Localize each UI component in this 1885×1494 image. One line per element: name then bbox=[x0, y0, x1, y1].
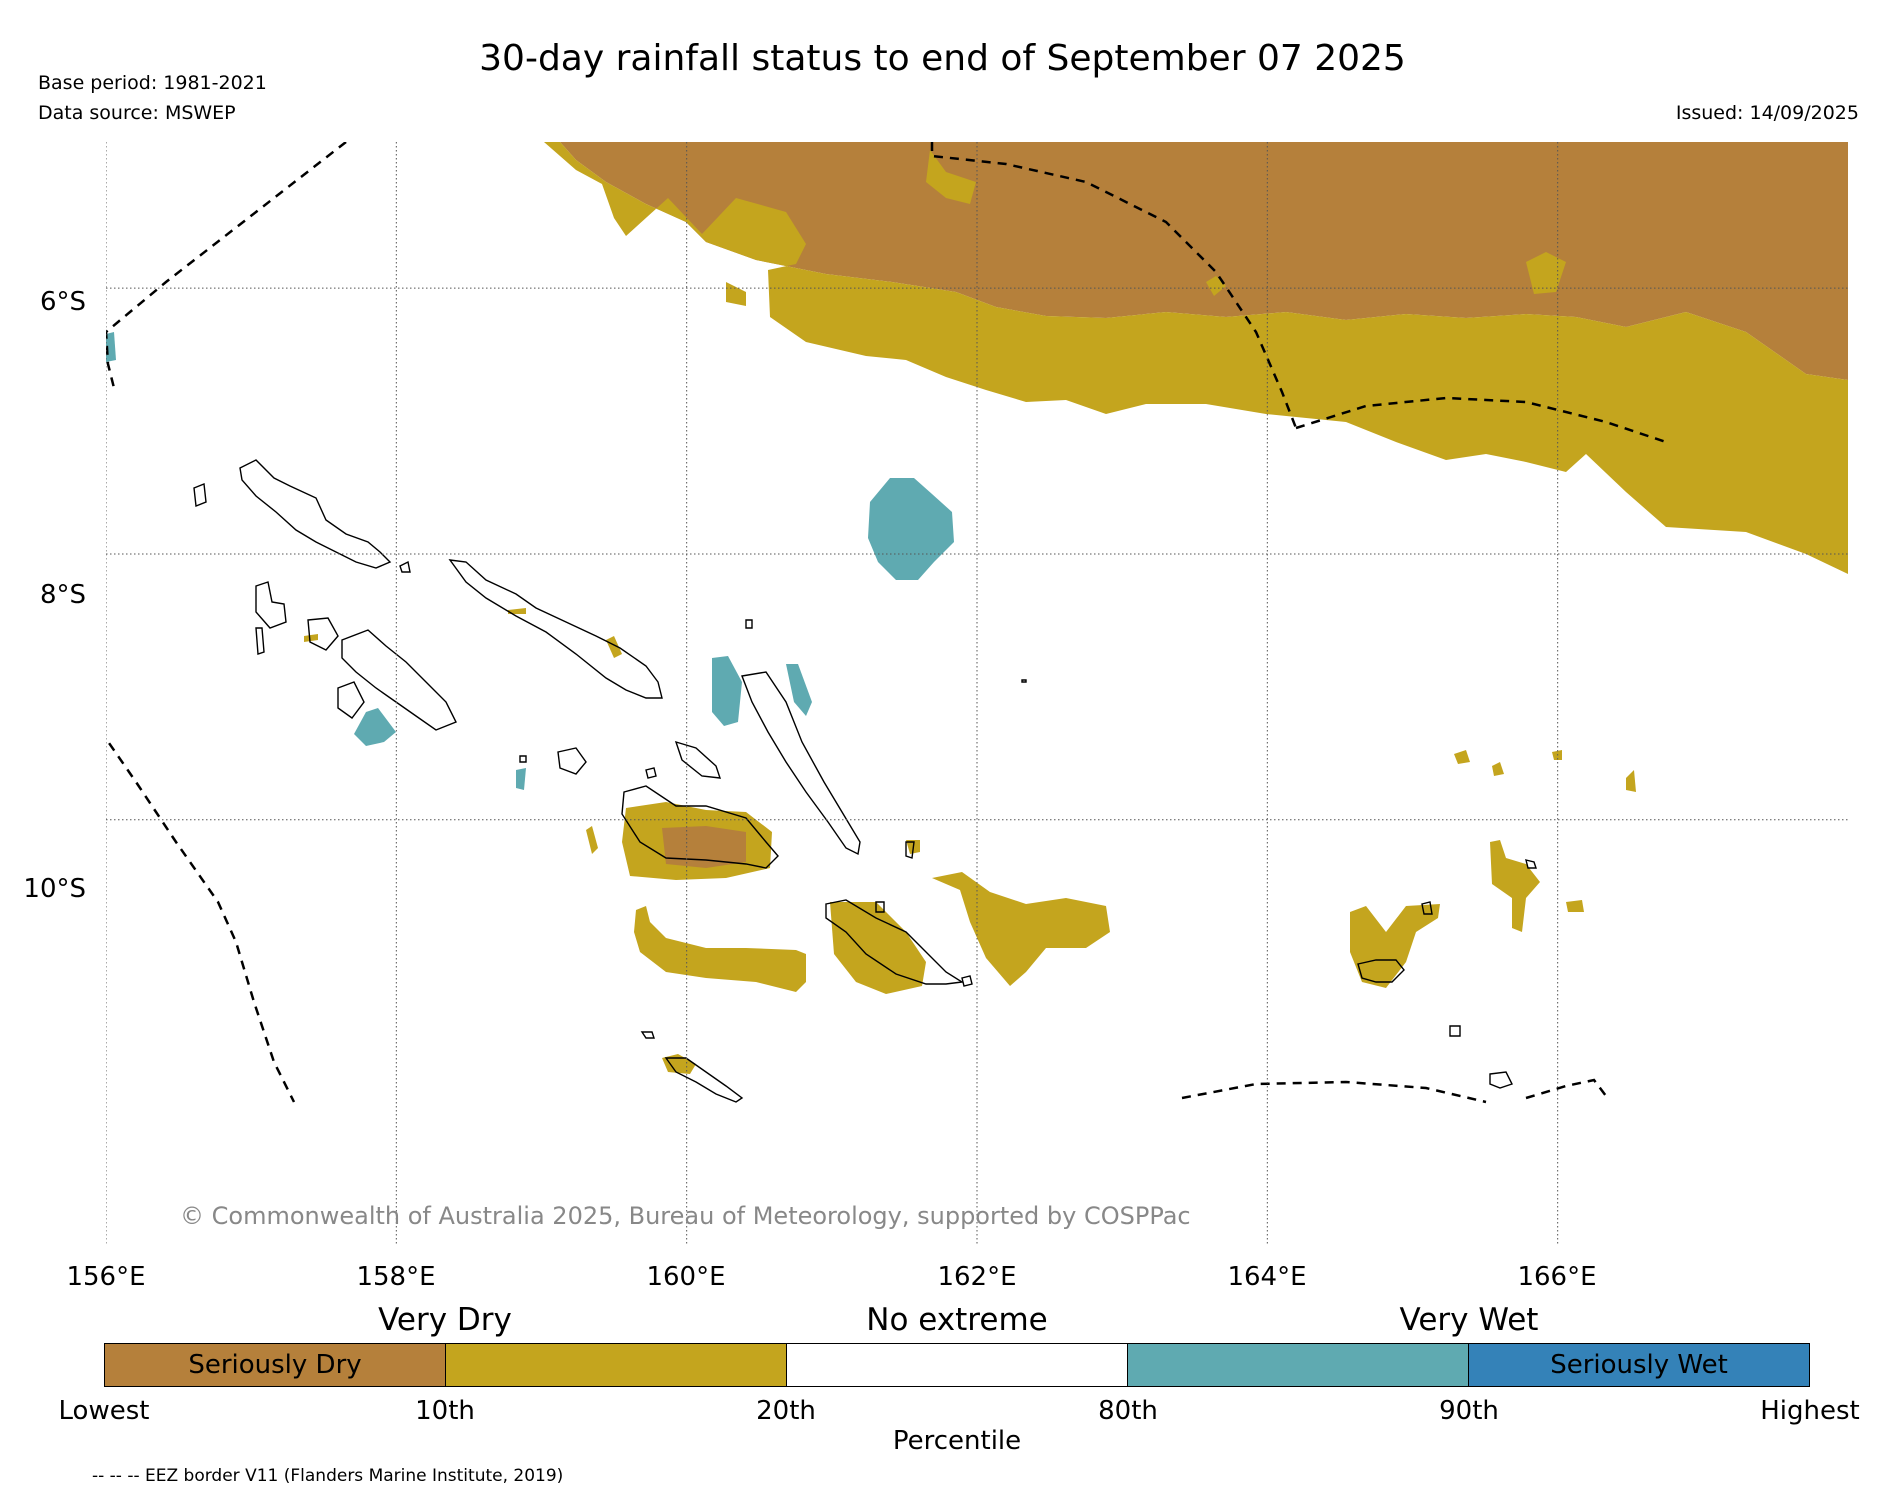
coastline-small bbox=[1449, 1025, 1461, 1037]
coastline-savo bbox=[645, 767, 657, 779]
coastline-small bbox=[193, 483, 207, 507]
coastline-santa-cruz bbox=[1357, 959, 1405, 983]
coastline-kolombangara bbox=[307, 617, 339, 651]
percentile-tick-highest: Highest bbox=[1760, 1396, 1860, 1426]
very-wet-patch bbox=[786, 664, 812, 716]
coastline-small bbox=[875, 901, 885, 913]
legend-category-very-dry: Very Dry bbox=[378, 1302, 512, 1338]
copyright-notice: © Commonwealth of Australia 2025, Bureau… bbox=[180, 1202, 1191, 1230]
issued-date-label: Issued: 14/09/2025 bbox=[1675, 102, 1859, 124]
percentile-tick-lowest: Lowest bbox=[58, 1396, 150, 1426]
very-dry-patch bbox=[1490, 840, 1540, 932]
eez-border-se2 bbox=[1525, 1078, 1607, 1100]
legend-segment-label: Seriously Wet bbox=[1550, 1350, 1728, 1380]
coastline-choiseul bbox=[239, 459, 392, 569]
very-dry-patch bbox=[932, 872, 1110, 986]
coastline-florida-islands bbox=[557, 747, 587, 775]
coastline-small bbox=[1421, 901, 1433, 915]
coastline-malaita bbox=[741, 671, 861, 856]
coastline-rennell bbox=[664, 1057, 744, 1103]
very-wet-patch bbox=[516, 768, 526, 790]
x-tick-162e: 162°E bbox=[937, 1262, 1017, 1292]
coastline-makira bbox=[825, 899, 965, 985]
very-dry-patch bbox=[926, 150, 976, 204]
very-dry-patch bbox=[606, 636, 622, 658]
eez-border-se bbox=[1181, 1080, 1487, 1104]
very-dry-patch bbox=[1552, 750, 1562, 760]
coastline-santa-isabel bbox=[448, 559, 663, 699]
very-dry-patch bbox=[662, 1054, 696, 1074]
very-dry-patch-makira bbox=[830, 902, 926, 994]
page-title: 30-day rainfall status to end of Septemb… bbox=[479, 38, 1406, 79]
legend-segment-label: Seriously Dry bbox=[188, 1350, 362, 1380]
percentile-tick-80th: 80th bbox=[1098, 1396, 1158, 1426]
coastline-small bbox=[1525, 859, 1537, 869]
coastline-small bbox=[1489, 1071, 1513, 1089]
legend-segment-very-dry bbox=[446, 1344, 787, 1386]
very-wet-patch-central bbox=[868, 478, 954, 580]
coastline-small-malaita bbox=[674, 740, 722, 779]
very-dry-patch bbox=[586, 826, 598, 854]
y-tick-8s: 8°S bbox=[39, 580, 86, 610]
data-source-label: Data source: MSWEP bbox=[38, 102, 236, 124]
eez-border-nw bbox=[106, 142, 347, 389]
coastline-small bbox=[745, 619, 753, 629]
very-dry-patch bbox=[1454, 750, 1470, 764]
eez-border-e bbox=[1295, 396, 1667, 444]
very-wet-patch bbox=[712, 656, 742, 726]
very-wet-patch bbox=[354, 708, 396, 746]
percentile-axis-label: Percentile bbox=[892, 1426, 1022, 1456]
seriously-dry-patch-guadalcanal bbox=[662, 826, 746, 868]
x-tick-158e: 158°E bbox=[356, 1262, 436, 1292]
eez-border-sw bbox=[106, 736, 296, 1103]
legend-segment-seriously-dry: Seriously Dry bbox=[105, 1344, 446, 1386]
coastline-rendova bbox=[337, 681, 365, 719]
very-dry-patch bbox=[1526, 252, 1566, 294]
very-dry-patch bbox=[508, 608, 526, 614]
coastline-guadalcanal bbox=[621, 785, 779, 869]
coastline-new-georgia bbox=[341, 629, 457, 731]
map-canvas bbox=[106, 142, 1848, 1245]
legend-colorbar: Seriously Dry Seriously Wet bbox=[104, 1343, 1810, 1387]
percentile-tick-10th: 10th bbox=[415, 1396, 475, 1426]
legend-segment-very-wet bbox=[1128, 1344, 1469, 1386]
very-dry-region-north bbox=[544, 142, 1848, 574]
y-tick-10s: 10°S bbox=[23, 874, 86, 904]
coastline-small bbox=[399, 560, 411, 573]
rainfall-map bbox=[106, 142, 1848, 1245]
x-tick-166e: 166°E bbox=[1517, 1262, 1597, 1292]
eez-border-note: -- -- -- EEZ border V11 (Flanders Marine… bbox=[92, 1466, 564, 1486]
coastline-small bbox=[255, 627, 265, 655]
coastline-vella-lavella bbox=[255, 581, 287, 629]
eez-border-ne bbox=[930, 142, 1298, 429]
base-period-label: Base period: 1981-2021 bbox=[38, 72, 267, 94]
seriously-dry-region-north bbox=[560, 142, 1848, 380]
coastline-small bbox=[519, 755, 527, 763]
coastline-small bbox=[905, 841, 915, 859]
legend-category-no-extreme: No extreme bbox=[866, 1302, 1048, 1338]
very-dry-patch bbox=[1492, 762, 1504, 776]
x-tick-160e: 160°E bbox=[646, 1262, 726, 1292]
x-tick-156e: 156°E bbox=[66, 1262, 146, 1292]
legend-segment-seriously-wet: Seriously Wet bbox=[1469, 1344, 1809, 1386]
very-dry-patch bbox=[634, 906, 806, 992]
coastlines bbox=[193, 459, 1537, 1103]
coastline-bellona bbox=[640, 1031, 655, 1039]
y-tick-6s: 6°S bbox=[39, 287, 86, 317]
very-dry-patch bbox=[1566, 900, 1584, 912]
eez-borders bbox=[106, 142, 1667, 1104]
legend-segment-no-extreme bbox=[787, 1344, 1128, 1386]
coastline-small bbox=[1021, 679, 1027, 683]
percentile-tick-20th: 20th bbox=[756, 1396, 816, 1426]
coastline-small bbox=[961, 975, 973, 987]
percentile-tick-90th: 90th bbox=[1439, 1396, 1499, 1426]
legend-category-very-wet: Very Wet bbox=[1399, 1302, 1539, 1338]
very-dry-patch-temotu bbox=[1350, 904, 1440, 988]
x-tick-164e: 164°E bbox=[1227, 1262, 1307, 1292]
very-dry-patch bbox=[1626, 770, 1636, 792]
very-dry-patch bbox=[304, 634, 318, 642]
